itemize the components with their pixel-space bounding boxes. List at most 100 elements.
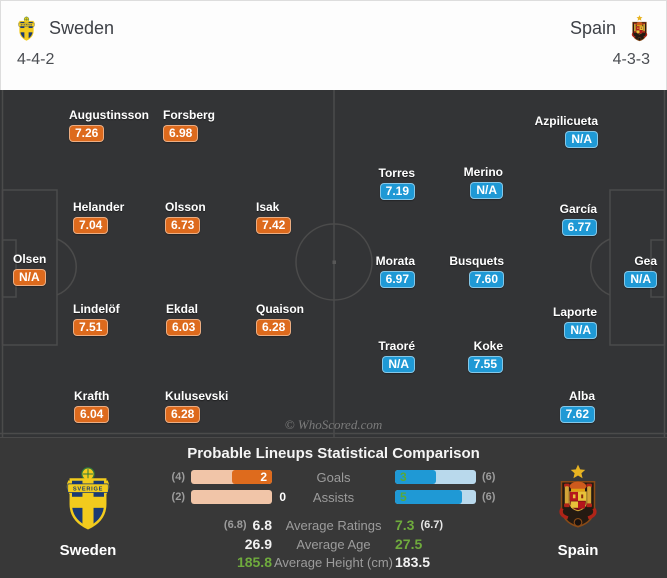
- stat-row-goals: (4) 2 Goals 3 (6): [0, 469, 667, 485]
- player-away: Alba 7.62: [559, 389, 595, 423]
- player-home: Lindelöf 7.51: [73, 302, 120, 336]
- player-name[interactable]: Kulusevski: [165, 389, 229, 403]
- away-team-link[interactable]: Spain: [570, 14, 650, 43]
- away-goals-bar: 3: [395, 470, 476, 484]
- player-away: Torres 7.19: [379, 166, 415, 200]
- player-rating-badge: 6.98: [163, 125, 199, 142]
- away-rating-post: (6.7): [420, 519, 444, 531]
- player-name[interactable]: Krafth: [74, 389, 110, 403]
- player-name[interactable]: Torres: [378, 166, 415, 180]
- player-home: Augustinsson 7.26: [69, 108, 149, 142]
- home-team-label: Sweden: [59, 542, 117, 559]
- player-name[interactable]: Olsen: [13, 252, 47, 266]
- away-goals-fill: [395, 470, 436, 484]
- away-assists-max: (6): [482, 491, 496, 503]
- player-name[interactable]: Azpilicueta: [534, 114, 598, 128]
- player-name[interactable]: Traoré: [378, 339, 415, 353]
- player-rating-badge: 7.60: [468, 271, 504, 288]
- player-name[interactable]: Busquets: [449, 254, 504, 268]
- stat-row-avg-ratings: (6.8) 6.8 Average Ratings 7.3 (6.7): [0, 517, 667, 533]
- player-rating-badge: 6.28: [256, 319, 292, 336]
- player-away: García 6.77: [560, 202, 597, 236]
- spain-crest-icon: [631, 14, 648, 42]
- home-team-link[interactable]: Sweden: [17, 14, 114, 43]
- away-age-value: 27.5: [395, 536, 423, 552]
- panel-home-team: Sweden: [36, 466, 140, 559]
- player-name[interactable]: García: [559, 202, 597, 216]
- away-team-name[interactable]: Spain: [569, 18, 616, 38]
- home-assists-bar: 0: [191, 490, 286, 504]
- player-home: Ekdal 6.03: [166, 302, 202, 336]
- player-rating-badge: 7.42: [256, 217, 292, 234]
- player-rating-badge: N/A: [624, 271, 657, 288]
- avg-age-label: Average Age: [296, 536, 371, 552]
- player-rating-badge: 6.77: [561, 219, 597, 236]
- home-assists-value: 0: [279, 490, 286, 504]
- player-name[interactable]: Helander: [73, 200, 125, 214]
- player-rating-badge: 7.26: [69, 125, 105, 142]
- away-goals-value: 3: [400, 470, 407, 484]
- player-name[interactable]: Lindelöf: [73, 302, 120, 316]
- player-name[interactable]: Ekdal: [166, 302, 199, 316]
- home-team-name[interactable]: Sweden: [49, 18, 115, 38]
- away-team-label: Spain: [557, 542, 599, 559]
- panel-title: Probable Lineups Statistical Comparison: [187, 445, 480, 462]
- player-away-gk: Gea N/A: [624, 254, 657, 288]
- player-name[interactable]: Quaison: [256, 302, 305, 316]
- avg-ratings-label: Average Ratings: [285, 517, 382, 533]
- player-name[interactable]: Isak: [256, 200, 280, 214]
- player-away: Merino N/A: [464, 165, 503, 199]
- home-goals-value: 2: [260, 470, 267, 484]
- home-goals-bar: 2: [191, 470, 272, 484]
- whoscored-watermark: © WhoScored.com: [284, 417, 383, 432]
- player-rating-badge: 6.73: [165, 217, 201, 234]
- player-name[interactable]: Forsberg: [163, 108, 216, 122]
- away-formation: 4-3-3: [612, 51, 650, 68]
- player-rating-badge: 6.03: [166, 319, 202, 336]
- player-rating-badge: 7.62: [559, 406, 595, 423]
- player-away: Laporte N/A: [553, 305, 597, 339]
- player-rating-badge: N/A: [565, 131, 598, 148]
- home-rating-pre: (6.8): [223, 519, 247, 531]
- player-home: Helander 7.04: [73, 200, 124, 234]
- player-home: Quaison 6.28: [256, 302, 304, 336]
- player-rating-badge: 7.51: [73, 319, 109, 336]
- player-name[interactable]: Alba: [568, 389, 595, 403]
- player-name[interactable]: Merino: [463, 165, 503, 179]
- player-away: Azpilicueta N/A: [535, 114, 598, 148]
- away-goals-max: (6): [482, 471, 496, 483]
- away-assists-bar: 5: [395, 490, 476, 504]
- stat-row-assists: (2) 0 Assists 5 (6): [0, 489, 667, 505]
- home-assists-max: (2): [171, 491, 185, 503]
- player-name[interactable]: Olsson: [165, 200, 206, 214]
- player-rating-badge: N/A: [382, 356, 415, 373]
- player-away: Traoré N/A: [378, 339, 415, 373]
- player-rating-badge: N/A: [470, 182, 503, 199]
- stat-row-avg-height: 185.8 Average Height (cm) 183.5: [0, 554, 667, 570]
- home-formation: 4-4-2: [17, 51, 55, 68]
- pitch: © WhoScored.com Olsen N/A Augustinsson 7…: [0, 90, 667, 437]
- stats-panel: Probable Lineups Statistical Comparison …: [0, 437, 667, 578]
- home-goals-fill: [231, 470, 272, 484]
- header-away-team: Spain 4-3-3: [570, 14, 650, 69]
- pitch-markings: [0, 90, 667, 437]
- player-home: Forsberg 6.98: [163, 108, 215, 142]
- home-rating-value: 6.8: [252, 517, 272, 533]
- home-goals-max: (4): [171, 471, 185, 483]
- player-name[interactable]: Morata: [375, 254, 415, 268]
- player-away: Koke 7.55: [467, 339, 503, 373]
- away-assists-fill: [395, 490, 463, 504]
- panel-away-team: Spain: [526, 462, 630, 559]
- sweden-crest-icon: [17, 14, 36, 43]
- player-name[interactable]: Laporte: [552, 305, 597, 319]
- player-home: Kulusevski 6.28: [165, 389, 228, 423]
- player-away: Busquets 7.60: [449, 254, 504, 288]
- player-name[interactable]: Koke: [473, 339, 503, 353]
- away-height-value: 183.5: [395, 554, 431, 570]
- player-name[interactable]: Augustinsson: [69, 108, 149, 122]
- player-rating-badge: 6.04: [74, 406, 110, 423]
- player-rating-badge: 7.55: [467, 356, 503, 373]
- player-home: Krafth 6.04: [74, 389, 110, 423]
- away-assists-value: 5: [400, 490, 407, 504]
- player-name[interactable]: Gea: [634, 254, 657, 268]
